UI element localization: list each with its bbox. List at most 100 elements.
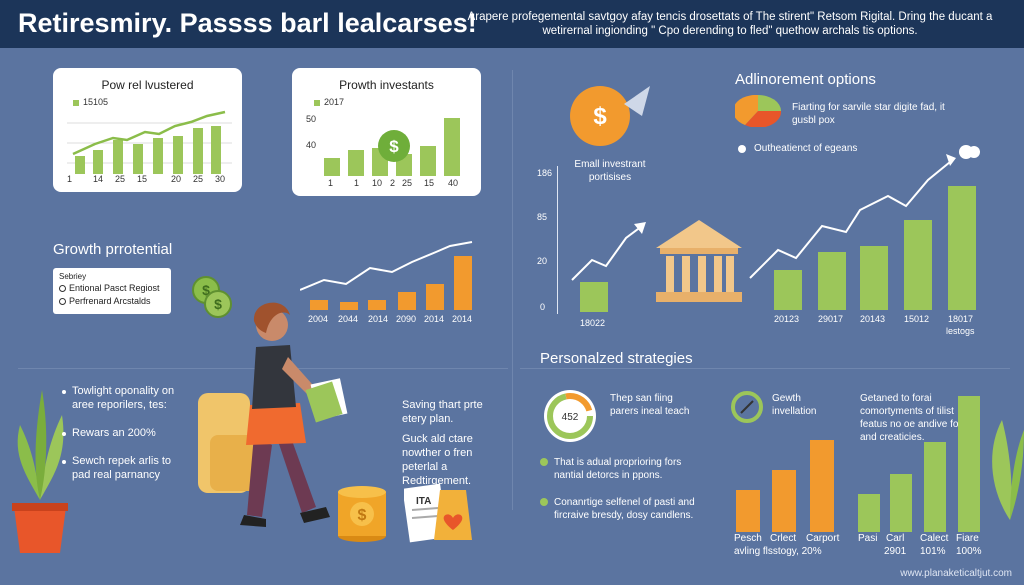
bar (93, 150, 103, 174)
bar (958, 396, 980, 532)
y-tick-label: 0 (540, 302, 546, 312)
page-title: Retiresmiry. Passss barl lealcarses! (18, 8, 477, 38)
plant-pot-icon (12, 390, 68, 553)
bar (580, 282, 608, 312)
allocation-option: Outheatienct of egeans (738, 143, 857, 154)
y-tick-label: 85 (537, 212, 548, 222)
tick-label: Carport (806, 533, 840, 544)
tick-label: Crlect (770, 533, 797, 544)
leaf-decoration-icon (992, 420, 1024, 520)
page-subtitle: Arapere profegemental savtgoy afay tenci… (467, 11, 993, 37)
orange-labels: Pesch Crlect Carport avling flsstogy, 20… (730, 533, 842, 559)
personalized-title: Personalzed strategies (540, 350, 693, 367)
right-x-ticks: 20123 29017 20143 15012 18017 lestogs (742, 314, 992, 340)
tick-label: 1 (354, 178, 360, 188)
bar (324, 158, 340, 176)
legend-label: 15105 (83, 97, 109, 107)
bar (193, 128, 203, 174)
legend-swatch (73, 100, 79, 106)
list-item: Sewch repek arlis to pad real parnancy (62, 454, 192, 482)
bar-chart: $ (324, 118, 460, 176)
tick-label: 2090 (396, 314, 417, 324)
bar (310, 300, 328, 310)
bar (818, 252, 846, 310)
tick-label: Calect (920, 533, 949, 544)
tick-label: Pasi (858, 533, 878, 544)
tick-label: 40 (448, 178, 459, 188)
svg-text:ITA: ITA (416, 496, 431, 507)
x-tick-label: 18022 (580, 318, 606, 328)
bullet-icon (62, 432, 66, 436)
legend-header: Sebriey (59, 272, 87, 281)
bank-icon (656, 220, 742, 302)
tick-label: Carl (886, 533, 905, 544)
legend-item: Entional Pasct Regiost (59, 283, 165, 293)
bar (444, 118, 460, 176)
bar (113, 140, 123, 174)
orange-bar-chart (736, 440, 834, 532)
green-labels: Pasi Carl Calect Fiare 2901 101% 100% (854, 533, 984, 559)
card-title: Prowth investants (339, 78, 434, 92)
tick-label: 15 (137, 174, 148, 184)
legend-swatch (314, 100, 320, 106)
percent-circle-icon (731, 391, 763, 423)
card-growth-investments: Prowth investants 2017 50 40 $ 1 1 10 2 … (292, 68, 481, 196)
y-tick-label: 40 (306, 140, 317, 150)
tick-label: avling flsstogy, 20% (734, 546, 822, 557)
tick-label: 25 (115, 174, 126, 184)
card-power-invested: Pow rel lvustered 15105 1 14 25 15 20 25… (53, 68, 242, 192)
dollar-circle-icon: $ (570, 86, 650, 146)
legend-item: Perfrenard Arcstalds (59, 296, 165, 306)
allocation-desc: Fiarting for sarvile star digite fad, it… (792, 102, 945, 126)
tick-label: Pesch (734, 533, 762, 544)
bar (426, 284, 444, 310)
coins-icon: $ $ (192, 276, 232, 318)
small-invest-axis (557, 166, 558, 314)
woman-illustration (198, 302, 348, 527)
pie-chart-icon (735, 95, 781, 127)
trend-arrow (571, 222, 646, 281)
gridlines (67, 122, 232, 164)
bar (398, 292, 416, 310)
tick-label: Fiare (956, 533, 979, 544)
bullet-icon (540, 458, 548, 466)
y-tick-label: 186 (537, 168, 553, 178)
tick-label: 1 (67, 174, 73, 184)
bar (810, 440, 834, 532)
small-investment-label: Emall investrant portisises (574, 159, 646, 183)
growth-x-ticks: 2004 2044 2014 2090 2014 2014 (300, 314, 480, 326)
tick-label: 100% (956, 546, 982, 557)
tick-label: 2004 (308, 314, 329, 324)
tick-label: 20 (171, 174, 182, 184)
bar (904, 220, 932, 310)
bullet-icon (62, 460, 66, 464)
trend-line (749, 161, 951, 279)
bar (348, 150, 364, 176)
tick-label: 20123 (774, 314, 800, 324)
bar-chart (67, 110, 232, 174)
tick-label: 1 (328, 178, 334, 188)
vertical-divider (512, 70, 513, 510)
strategy-list: That is adual proprioring fors nantial d… (540, 456, 700, 522)
guide-text: Guck ald ctare nowther o fren peterlal a… (402, 433, 473, 487)
horizontal-divider-right (520, 368, 1010, 369)
trend-line (72, 110, 226, 156)
header-bar (0, 0, 1024, 48)
x-ticks: 1 14 25 15 20 25 30 (67, 174, 232, 186)
list-item: That is adual proprioring fors nantial d… (540, 456, 700, 482)
bar (858, 494, 880, 532)
right-bar-chart (749, 145, 980, 310)
y-tick-label: 20 (537, 256, 548, 266)
legend-label: 2017 (324, 97, 345, 107)
tick-label: 25 (402, 178, 413, 188)
document-heart-icon: ITA (404, 483, 472, 543)
allocation-title: Adlinorement options (735, 71, 876, 88)
list-item: Towlight oponality on aree reporilers, t… (62, 384, 192, 412)
bar (890, 474, 912, 532)
gold-coins-icon: $ (338, 486, 386, 542)
list-item: Conanrtige selfenel of pasti and fircrai… (540, 496, 700, 522)
tick-label: 20143 (860, 314, 886, 324)
svg-text:$: $ (593, 103, 607, 130)
growth-legend: Sebriey Entional Pasct Regiost Perfrenar… (53, 268, 171, 314)
bar (368, 300, 386, 310)
